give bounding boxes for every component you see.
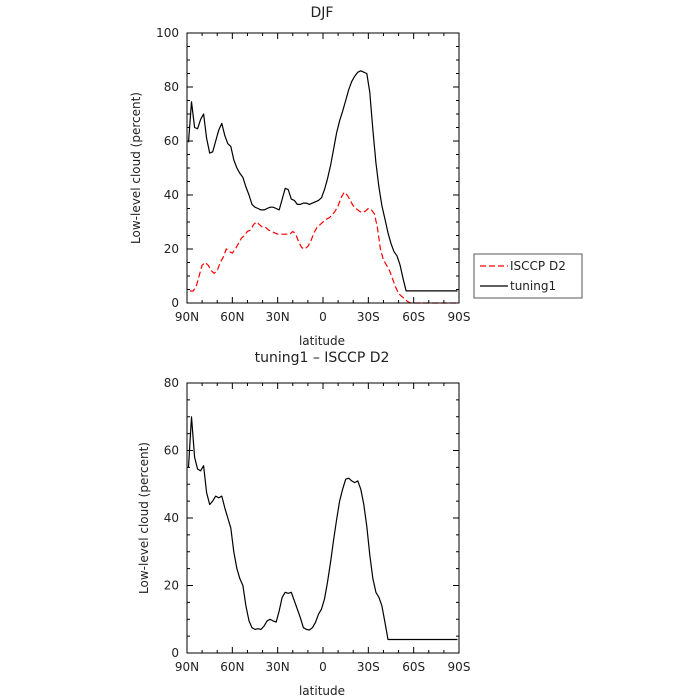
y-tick-label: 80 [164,80,179,94]
y-tick-label: 20 [164,579,179,593]
panel-difference-x-ticks: 90N 60N 30N 0 30S 60S 90S [175,383,471,674]
panel-djf-y-label: Low-level cloud (percent) [129,92,143,244]
x-tick-label: 90N [175,660,199,674]
panel-djf-y-ticks: 0 20 40 60 80 100 [156,26,459,310]
legend-box [473,253,583,299]
panel-difference-x-label: latitude [299,684,345,698]
y-tick-label: 60 [164,444,179,458]
panel-djf-title: DJF [311,5,334,21]
x-tick-label: 30S [357,660,380,674]
x-tick-label: 30S [357,310,380,324]
panel-difference-title: tuning1 – ISCCP D2 [255,350,390,366]
panel-djf-legend: ISCCP D2 tuning1 [473,253,583,299]
series-line-tuning1 [187,70,458,292]
y-tick-label: 40 [164,511,179,525]
x-tick-label: 90N [175,310,199,324]
panel-difference-y-label: Low-level cloud (percent) [137,442,151,594]
legend-label-tuning1: tuning1 [510,279,556,293]
y-tick-label: 100 [156,26,179,40]
panel-djf-x-ticks: 90N 60N 30N 0 30S 60S 90S [175,33,471,324]
x-tick-label: 90S [448,660,471,674]
legend-label-isccp-d2: ISCCP D2 [510,259,566,273]
panel-djf-series [187,70,458,304]
y-tick-label: 40 [164,188,179,202]
panel-djf: DJF 90N 60N 30N 0 30S 60S 90S 0 20 40 60 80 100 lat… [129,5,583,348]
panel-djf-x-label: latitude [299,334,345,348]
series-line-difference [187,416,458,641]
x-tick-label: 90S [448,310,471,324]
x-tick-label: 60N [220,310,244,324]
panel-difference-y-ticks: 0 20 40 60 80 [164,376,459,660]
panel-difference-series [187,416,458,641]
x-tick-label: 60S [402,310,425,324]
x-tick-label: 60S [402,660,425,674]
y-tick-label: 80 [164,376,179,390]
y-tick-label: 60 [164,134,179,148]
panel-djf-frame [186,32,460,304]
x-tick-label: 0 [319,660,327,674]
x-tick-label: 0 [319,310,327,324]
series-line-isccp-d2 [189,191,456,304]
panel-difference: tuning1 – ISCCP D2 90N 60N 30N 0 30S 60S 90S 0… [137,350,470,698]
x-tick-label: 30N [266,660,290,674]
y-tick-label: 20 [164,242,179,256]
x-tick-label: 30N [266,310,290,324]
x-tick-label: 60N [220,660,244,674]
y-tick-label: 0 [171,296,179,310]
y-tick-label: 0 [171,646,179,660]
